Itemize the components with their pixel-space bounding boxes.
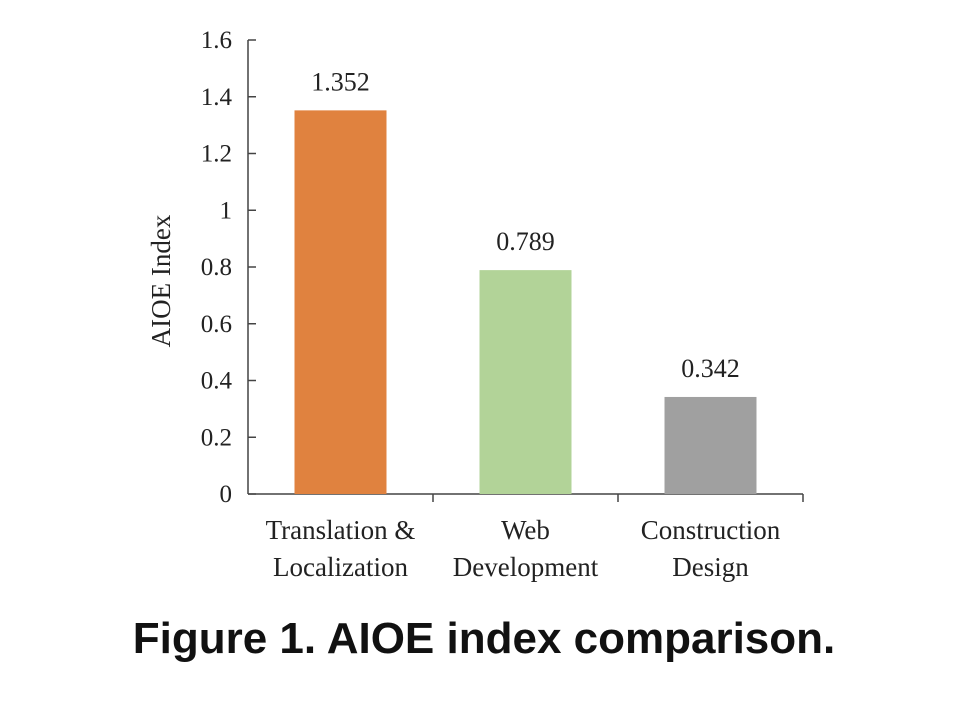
y-tick-label: 0.2 — [201, 424, 232, 451]
bar-value-label: 0.342 — [681, 354, 740, 383]
x-category-label: Translation & — [266, 515, 416, 545]
y-tick-label: 1.4 — [201, 84, 233, 111]
x-category-label: Development — [453, 552, 599, 582]
y-tick-label: 1.6 — [201, 27, 232, 54]
bar-chart: 0 0.2 0.4 0.6 0.8 1 1.2 1.4 1.6 AIOE Index 1.352 Tr… — [146, 27, 804, 582]
y-tick-label: 0.8 — [201, 254, 232, 281]
bar — [294, 110, 387, 495]
x-category-label: Localization — [273, 552, 408, 582]
figure-caption: Figure 1. AIOE index comparison. — [132, 614, 836, 663]
bars-group — [294, 110, 757, 495]
labels-group: 0 0.2 0.4 0.6 0.8 1 1.2 1.4 1.6 AIOE Index 1.352 Tr… — [146, 27, 781, 582]
bar-value-label: 1.352 — [311, 67, 370, 96]
y-tick-label: 1.2 — [201, 141, 232, 168]
y-tick-label: 1 — [220, 197, 233, 224]
y-axis-title: AIOE Index — [146, 214, 176, 347]
x-category-label: Construction — [641, 515, 781, 545]
bar — [479, 270, 572, 494]
y-tick-label: 0 — [220, 481, 233, 508]
bar-value-label: 0.789 — [496, 227, 555, 256]
y-tick-label: 0.6 — [201, 311, 232, 338]
x-category-label: Design — [672, 552, 749, 582]
bar — [664, 396, 757, 494]
y-tick-label: 0.4 — [201, 368, 233, 395]
x-category-label: Web — [501, 515, 550, 545]
